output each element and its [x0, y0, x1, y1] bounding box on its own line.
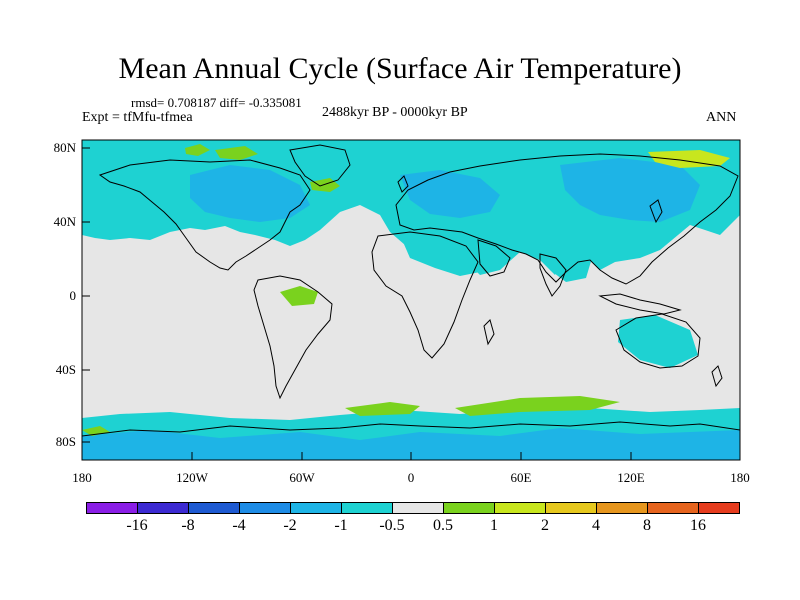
colorbar-label-7: 1: [490, 517, 498, 534]
coast-indonesia: [598, 293, 682, 315]
coast-madagascar: [483, 319, 495, 346]
lat-label-80n: 80N: [53, 140, 76, 155]
coast-arabia: [477, 239, 511, 277]
coast-north-america: [98, 159, 311, 271]
lon-label-60w: 60W: [289, 470, 315, 485]
coast-india: [539, 253, 567, 297]
period-label: 2488kyr BP - 0000kyr BP: [322, 105, 468, 120]
lat-label-40n: 40N: [53, 214, 76, 229]
arctic-warm-1: [185, 144, 210, 156]
colorbar-label-4: -1: [334, 517, 348, 534]
lon-label-120w: 120W: [176, 470, 208, 485]
colorbar-swatch-10: [596, 502, 648, 514]
lon-label-180e: 180: [730, 470, 750, 485]
atlantic-south-warm: [345, 402, 420, 416]
india-cool: [540, 240, 592, 282]
colorbar-swatch-11: [647, 502, 699, 514]
axis-ticks: [81, 147, 741, 460]
plot-title: Mean Annual Cycle (Surface Air Temperatu…: [118, 52, 682, 85]
colorbar-swatch-3: [239, 502, 291, 514]
colorbar-swatch-2: [188, 502, 240, 514]
colorbar-swatch-8: [494, 502, 546, 514]
lat-label-40s: 40S: [55, 362, 76, 377]
colorbar-swatch-5: [341, 502, 393, 514]
lon-label-60e: 60E: [510, 470, 532, 485]
colorbar-swatch-9: [545, 502, 597, 514]
coast-new-zealand: [711, 365, 723, 388]
colorbar-swatch-12: [698, 502, 740, 514]
south-mid-cool: [82, 428, 740, 460]
colorbar-label-1: -8: [181, 517, 195, 534]
colorbar-label-5: -0.5: [379, 517, 405, 534]
colorbar-swatch-4: [290, 502, 342, 514]
colorbar-label-11: 16: [690, 517, 706, 534]
colorbar-label-6: 0.5: [433, 517, 453, 534]
coast-uk: [397, 175, 409, 193]
season-label: ANN: [706, 110, 737, 125]
lon-label-0: 0: [407, 470, 415, 485]
coast-south-america: [253, 275, 333, 400]
arctic-warm-2: [215, 146, 258, 160]
stats-text: rmsd= 0.708187 diff= -0.335081: [131, 95, 302, 110]
lon-label-180w: 180: [72, 470, 92, 485]
colorbar-label-10: 8: [643, 517, 651, 534]
coastlines: [82, 144, 740, 437]
sahara-cool: [400, 235, 480, 276]
australia-cool: [618, 315, 698, 368]
amazon-warm: [280, 286, 318, 306]
north-mid-cool: [560, 158, 700, 222]
coast-antarctica: [82, 421, 740, 437]
experiment-label: Expt = tfMfu-tfmea: [82, 110, 193, 125]
colorbar-label-9: 4: [592, 517, 600, 534]
canada-mid-cool: [190, 165, 310, 222]
lat-label-80s: 80S: [55, 434, 76, 449]
colorbar-swatch-0: [86, 502, 138, 514]
coast-japan: [649, 199, 663, 224]
colorbar-label-0: -16: [126, 517, 148, 534]
colorbar-swatch-6: [392, 502, 444, 514]
coast-australia: [615, 313, 701, 369]
colorbar-swatch-1: [137, 502, 189, 514]
coast-africa: [371, 231, 479, 359]
siberia-warm: [648, 150, 730, 168]
colorbar-label-8: 2: [541, 517, 549, 534]
lon-label-120e: 120E: [617, 470, 645, 485]
coast-greenland: [289, 144, 351, 187]
lat-label-0: 0: [69, 288, 77, 303]
colorbar-label-3: -2: [283, 517, 297, 534]
anomaly-field: [82, 140, 740, 460]
indian-south-warm: [455, 396, 620, 416]
coast-eurasia: [395, 153, 739, 285]
colorbar-label-2: -4: [232, 517, 246, 534]
colorbar-swatch-7: [443, 502, 495, 514]
